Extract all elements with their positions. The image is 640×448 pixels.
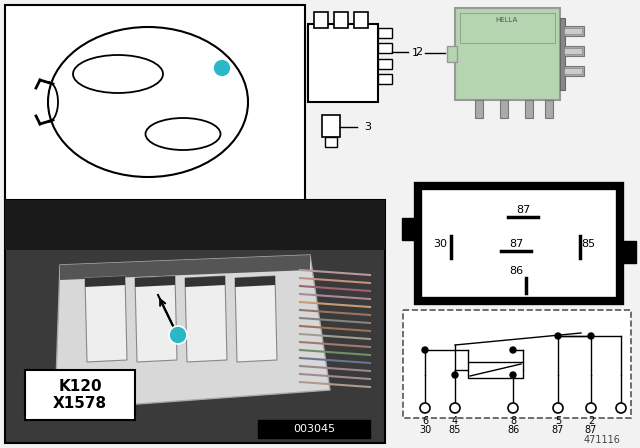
Bar [403,310,631,418]
Text: 85: 85 [449,425,461,435]
Text: 87: 87 [516,205,530,215]
Ellipse shape [48,27,248,177]
Bar [564,68,582,74]
Polygon shape [85,276,127,362]
Text: 2: 2 [415,47,422,57]
Bar [545,100,553,118]
Polygon shape [85,276,125,287]
Polygon shape [185,276,227,362]
Circle shape [213,59,231,77]
Bar [5,5,305,200]
Circle shape [553,403,563,413]
Text: 003045: 003045 [293,424,335,434]
Polygon shape [60,255,310,280]
Polygon shape [185,276,225,287]
Text: 3: 3 [364,122,371,132]
Text: HELLA: HELLA [496,17,518,23]
Bar [322,115,340,137]
Polygon shape [235,276,275,287]
Polygon shape [55,255,330,410]
Bar [402,218,418,240]
Text: 86: 86 [509,266,523,276]
Bar [447,46,457,62]
Circle shape [450,403,460,413]
Bar [560,18,565,90]
Text: 2: 2 [588,416,594,426]
Circle shape [420,403,430,413]
Bar [564,66,584,76]
Text: 87: 87 [509,239,523,249]
Bar [378,43,392,53]
Bar [334,12,348,28]
Text: 30: 30 [419,425,431,435]
Bar [25,370,135,420]
Bar [460,13,555,43]
Bar [620,241,636,263]
Bar [308,24,378,102]
Bar [314,12,328,28]
Text: 85: 85 [581,239,595,249]
Bar [5,200,385,443]
Bar [5,200,385,250]
Circle shape [588,333,594,339]
Circle shape [510,347,516,353]
Bar [564,28,582,34]
Bar [475,100,483,118]
Text: 30: 30 [433,239,447,249]
Bar [500,100,508,118]
Bar [325,137,337,147]
Bar [354,12,368,28]
Text: 4: 4 [452,416,458,426]
Text: 87: 87 [552,425,564,435]
Bar [378,59,392,69]
Bar [258,420,370,438]
Bar [418,186,620,301]
Polygon shape [135,276,177,362]
Circle shape [586,403,596,413]
Bar [525,100,533,118]
Text: 471116: 471116 [583,435,620,445]
Text: 1: 1 [219,63,225,73]
Circle shape [169,326,187,344]
Text: 86: 86 [507,425,519,435]
Bar [564,48,582,54]
Bar [468,362,523,378]
Text: 8: 8 [510,416,516,426]
Ellipse shape [73,55,163,93]
Text: 1: 1 [175,330,181,340]
Circle shape [555,333,561,339]
Ellipse shape [145,118,221,150]
Circle shape [452,372,458,378]
Text: 6: 6 [422,416,428,426]
Bar [455,8,560,100]
Bar [564,46,584,56]
Text: 1: 1 [412,48,419,58]
Polygon shape [235,276,277,362]
Bar [378,74,392,84]
Circle shape [616,403,626,413]
Bar [378,28,392,38]
Text: K120
X1578: K120 X1578 [53,379,107,411]
Text: 87: 87 [585,425,597,435]
Polygon shape [135,276,175,287]
Circle shape [508,403,518,413]
Text: 5: 5 [555,416,561,426]
Circle shape [422,347,428,353]
Bar [564,26,584,36]
Circle shape [510,372,516,378]
